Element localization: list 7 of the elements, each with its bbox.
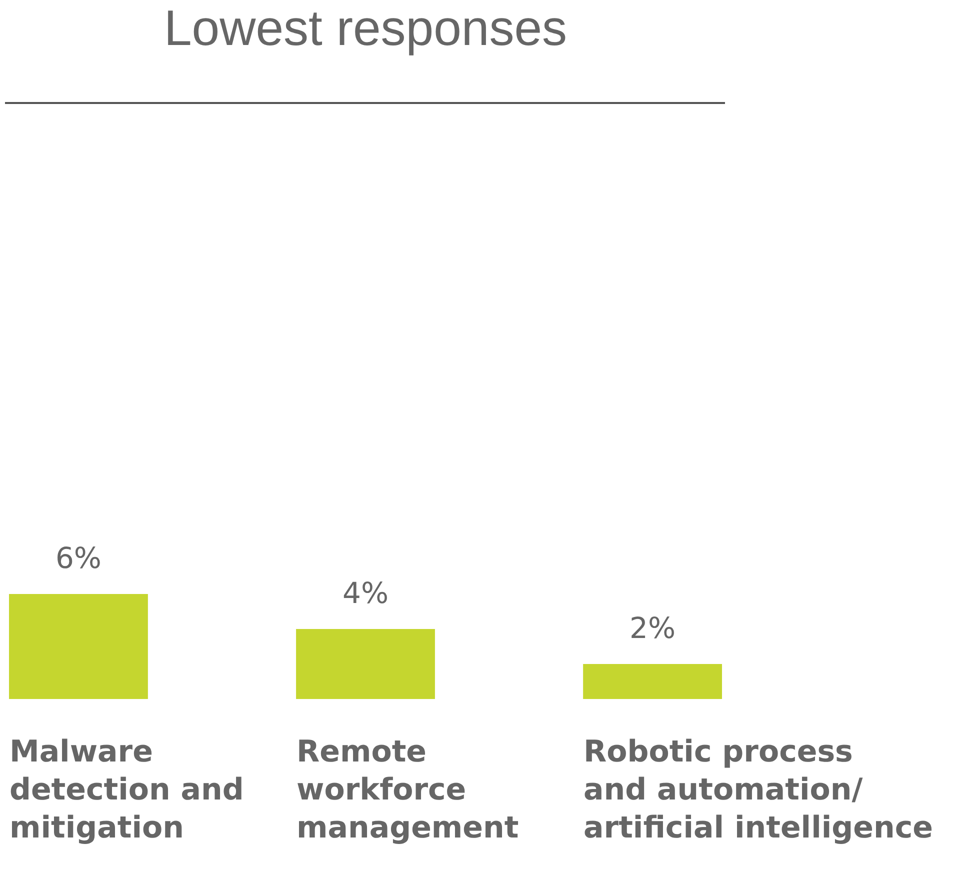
x-tick-label: Remote workforce management <box>296 734 519 846</box>
x-tick-label: Robotic process and automation/ artificial intelligence <box>584 734 933 846</box>
x-tick-label: Malware detection and mitigation <box>9 734 244 846</box>
data-label: 2% <box>630 611 676 645</box>
chart-title: Lowest responses <box>164 0 568 56</box>
data-label: 6% <box>55 541 102 575</box>
data-label: 4% <box>342 576 389 610</box>
